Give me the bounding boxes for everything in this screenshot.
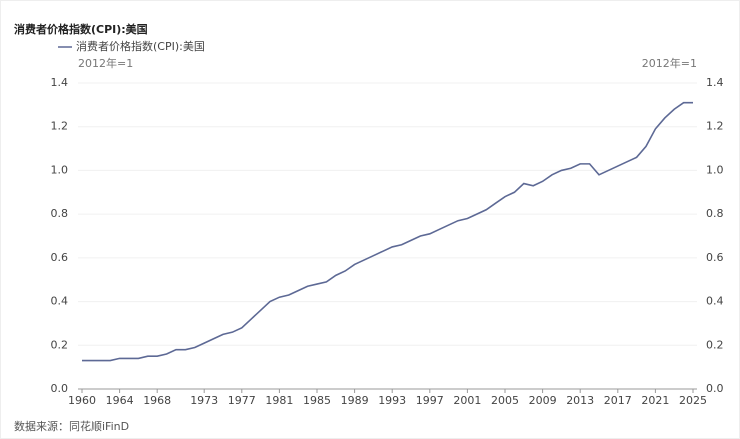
y-tick-label: 1.0 (51, 163, 69, 176)
x-tick-label: 1973 (190, 394, 218, 407)
x-tick-label: 2013 (566, 394, 594, 407)
x-tick-label: 1989 (341, 394, 369, 407)
x-tick-label: 2017 (604, 394, 632, 407)
y-tick-label: 1.2 (51, 120, 69, 133)
x-tick-label: 1960 (68, 394, 96, 407)
x-tick-label: 1997 (416, 394, 444, 407)
x-tick-label: 1977 (228, 394, 256, 407)
x-tick-label: 1964 (106, 394, 134, 407)
chart-title: 消费者价格指数(CPI):美国 (14, 22, 148, 36)
y-tick-label: 0.4 (51, 295, 69, 308)
y-tick-label: 0.6 (51, 251, 69, 264)
y-tick-label: 0.8 (51, 207, 69, 220)
legend-label: 消费者价格指数(CPI):美国 (76, 39, 205, 53)
y-tick-label: 0.2 (51, 338, 69, 351)
y-tick-label: 0.0 (51, 382, 69, 395)
x-tick-label: 1993 (378, 394, 406, 407)
x-tick-label: 2009 (529, 394, 557, 407)
y2-tick-label: 1.0 (706, 163, 724, 176)
x-tick-label: 2025 (679, 394, 707, 407)
y2-unit: 2012年=1 (642, 56, 697, 70)
y2-tick-label: 0.2 (706, 338, 724, 351)
x-tick-label: 1968 (143, 394, 171, 407)
y-tick-label: 1.4 (51, 76, 69, 89)
x-tick-label: 2005 (491, 394, 519, 407)
x-tick-label: 1985 (303, 394, 331, 407)
y2-tick-label: 1.2 (706, 120, 724, 133)
y-unit: 2012年=1 (78, 56, 133, 70)
y2-tick-label: 1.4 (706, 76, 724, 89)
line (82, 101, 693, 362)
x-tick-label: 2021 (641, 394, 669, 407)
y2-tick-label: 0.4 (706, 295, 724, 308)
y2-tick-label: 0.8 (706, 207, 724, 220)
x-tick-label: 2001 (453, 394, 481, 407)
y2-tick-label: 0.0 (706, 382, 724, 395)
source: 数据来源：同花顺iFinD (14, 419, 129, 433)
y2-tick-label: 0.6 (706, 251, 724, 264)
x-tick-label: 1981 (265, 394, 293, 407)
